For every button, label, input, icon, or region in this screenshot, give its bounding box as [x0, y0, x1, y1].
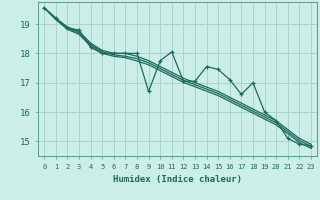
- X-axis label: Humidex (Indice chaleur): Humidex (Indice chaleur): [113, 175, 242, 184]
